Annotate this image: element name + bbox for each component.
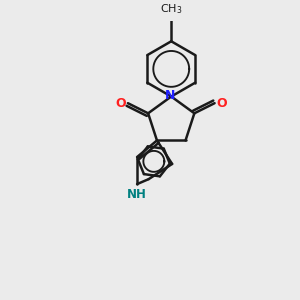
Text: CH$_3$: CH$_3$ <box>160 2 182 16</box>
Text: O: O <box>217 97 227 110</box>
Text: N: N <box>165 89 175 102</box>
Text: NH: NH <box>127 188 147 201</box>
Text: O: O <box>115 97 126 110</box>
